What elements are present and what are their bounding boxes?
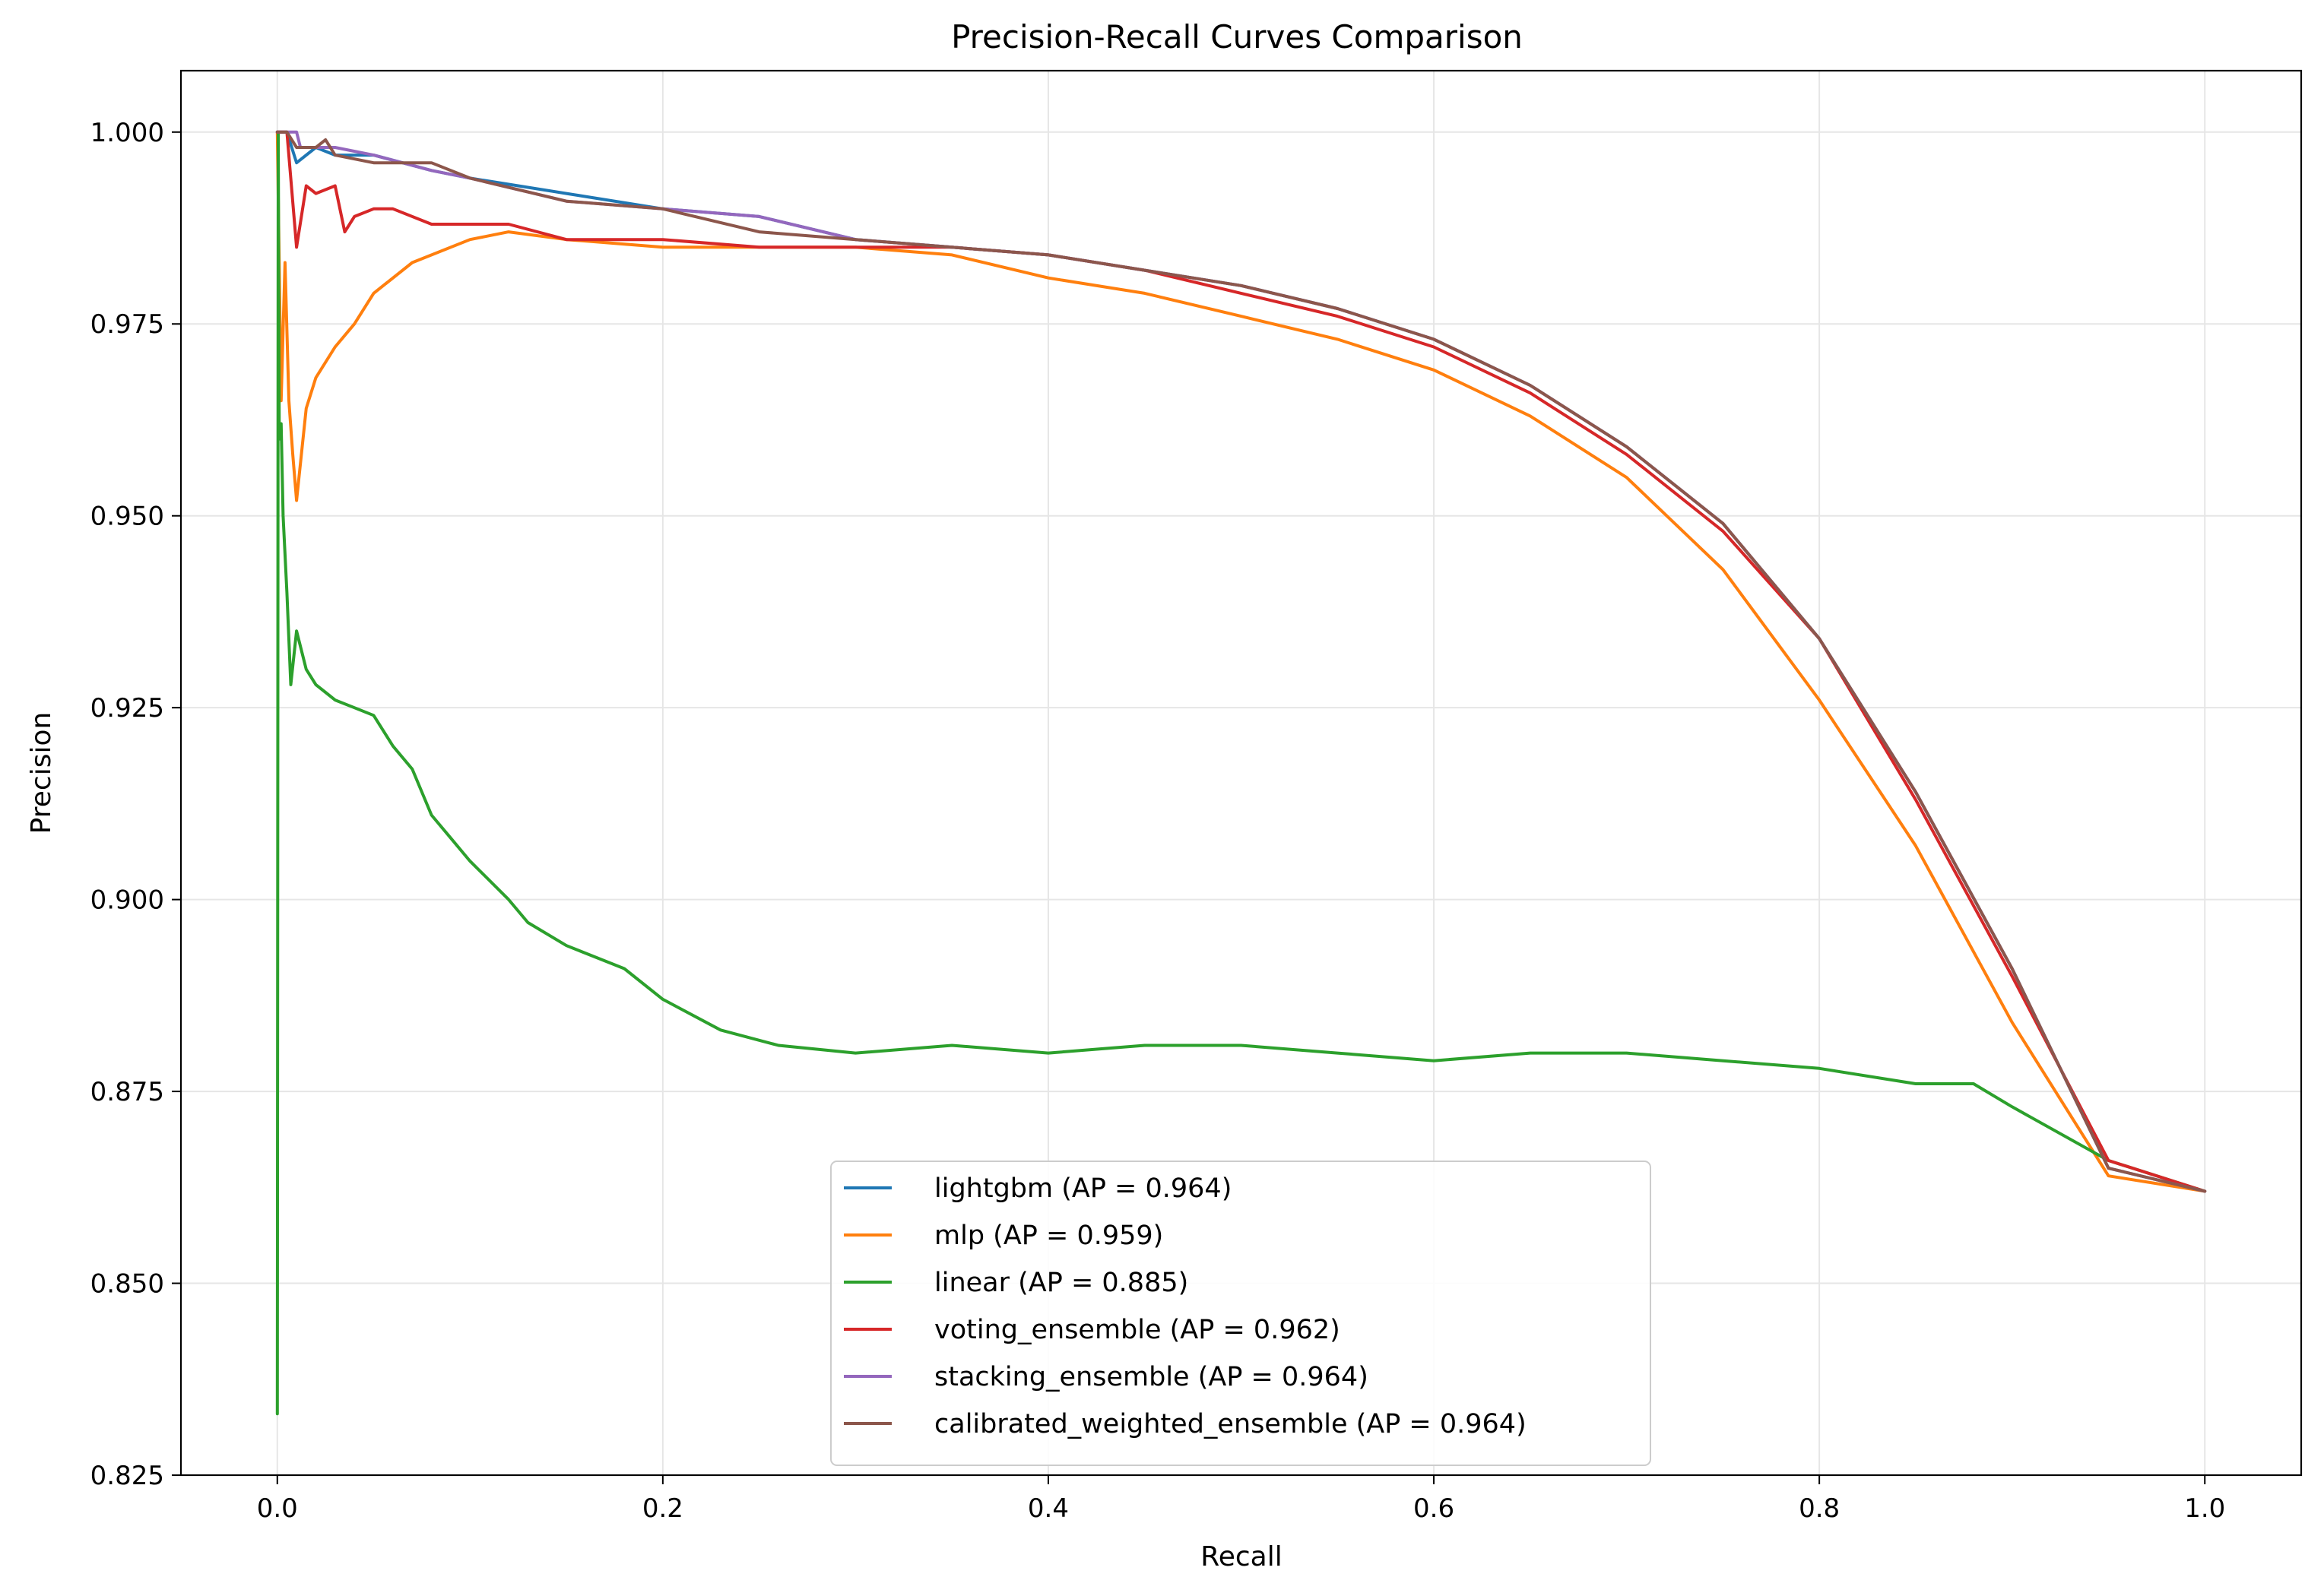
legend-entry-4: stacking_ensemble (AP = 0.964) (934, 1362, 1368, 1392)
y-tick-label: 1.000 (90, 118, 164, 148)
y-axis-label: Precision (26, 712, 57, 834)
series-line-5 (275, 130, 2207, 1193)
legend-entry-2: linear (AP = 0.885) (934, 1268, 1188, 1298)
x-axis-label: Recall (1200, 1541, 1282, 1572)
legend: lightgbm (AP = 0.964) mlp (AP = 0.959) lin… (830, 1161, 1651, 1466)
y-tick-label: 0.950 (90, 502, 164, 532)
x-tick-label: 0.6 (1413, 1493, 1454, 1524)
y-axis: 0.825 0.850 0.875 0.900 0.925 0.950 0.975 1.000 (90, 118, 181, 1491)
series-line-1 (275, 130, 2207, 1193)
legend-box (830, 1161, 1651, 1466)
x-axis: 0.0 0.2 0.4 0.6 0.8 1.0 (257, 1475, 2225, 1524)
chart-title: Precision-Recall Curves Comparison (951, 18, 1523, 55)
series-line-3 (275, 130, 2207, 1193)
series-line-2 (275, 130, 2207, 1416)
y-tick-label: 0.825 (90, 1461, 164, 1491)
y-tick-label: 0.900 (90, 885, 164, 916)
x-tick-label: 0.8 (1799, 1493, 1840, 1524)
x-tick-label: 1.0 (2184, 1493, 2225, 1524)
grid-lines (181, 71, 2301, 1476)
y-tick-label: 0.850 (90, 1269, 164, 1300)
legend-entry-3: voting_ensemble (AP = 0.962) (934, 1315, 1340, 1345)
legend-entry-1: mlp (AP = 0.959) (934, 1221, 1163, 1251)
x-tick-label: 0.0 (257, 1493, 298, 1524)
plot-area (275, 130, 2207, 1416)
legend-entry-0: lightgbm (AP = 0.964) (934, 1173, 1232, 1204)
axes-frame (179, 69, 2303, 1477)
x-tick-label: 0.4 (1028, 1493, 1069, 1524)
y-tick-label: 0.975 (90, 309, 164, 340)
legend-entry-5: calibrated_weighted_ensemble (AP = 0.964… (934, 1409, 1527, 1439)
x-tick-label: 0.2 (642, 1493, 683, 1524)
y-tick-label: 0.925 (90, 693, 164, 724)
y-tick-label: 0.875 (90, 1077, 164, 1107)
